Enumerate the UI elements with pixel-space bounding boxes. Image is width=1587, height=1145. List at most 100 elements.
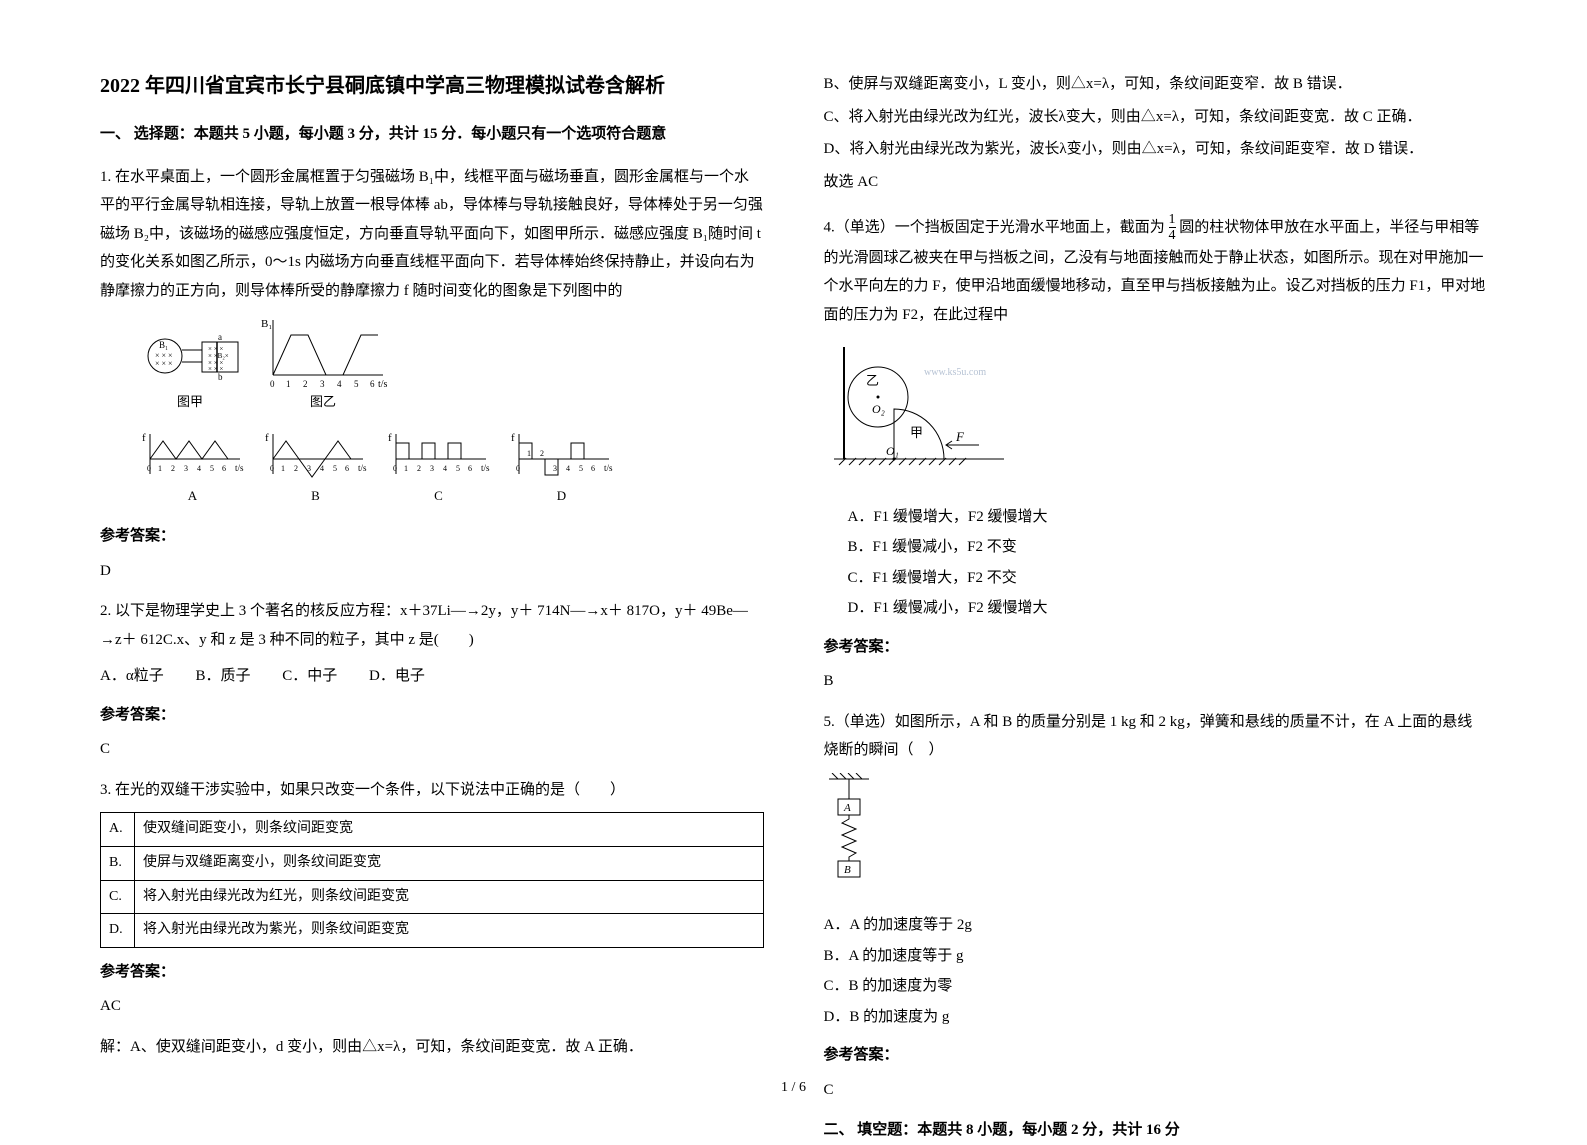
option-label: C	[434, 484, 443, 509]
answer-label: 参考答案：	[824, 1041, 1488, 1070]
q5-options: A．A 的加速度等于 2g B．A 的加速度等于 g C．B 的加速度为零 D．…	[824, 911, 1488, 1031]
q4-text: 4.（单选）一个挡板固定于光滑水平地面上，截面为 14 圆的柱状物体甲放在水平面…	[824, 212, 1488, 329]
svg-text:0: 0	[270, 464, 274, 473]
q5-text: 5.（单选）如图所示，A 和 B 的质量分别是 1 kg 和 2 kg，弹簧和悬…	[824, 708, 1488, 765]
q4-opt-c: C．F1 缓慢增大，F2 不交	[848, 564, 1488, 593]
q4-text-1: 4.（单选）一个挡板固定于光滑水平地面上，截面为	[824, 219, 1169, 235]
cell: A.	[101, 813, 135, 847]
spring-blocks-icon: A B	[824, 773, 884, 893]
cell: B.	[101, 846, 135, 880]
svg-text:1: 1	[281, 464, 285, 473]
svg-text:f: f	[511, 432, 515, 444]
svg-text:3: 3	[307, 464, 311, 473]
q1-fig-yi: B₁ t/s 0 1 2 3 4 5 6 图乙	[258, 315, 388, 415]
q1-opt-b: f t/s 0 123456 B	[263, 429, 368, 509]
svg-text:5: 5	[456, 464, 460, 473]
svg-text:3: 3	[430, 464, 434, 473]
q4-figure: 乙 O₂ 甲 O₁ F www.ks5u.com	[824, 337, 1488, 493]
svg-text:B: B	[844, 864, 851, 876]
q1-options-row: f t/s 0 123456 A f t/s 0 123456 B	[140, 429, 764, 509]
frac-bot: 4	[1169, 228, 1176, 243]
fig-caption: 图乙	[310, 390, 336, 415]
svg-text:5: 5	[354, 379, 359, 389]
svg-text:www.ks5u.com: www.ks5u.com	[924, 367, 986, 378]
question-3: 3. 在光的双缝干涉实验中，如果只改变一个条件，以下说法中正确的是（ ） A.使…	[100, 776, 764, 1061]
svg-text:t/s: t/s	[235, 463, 244, 473]
svg-text:甲: 甲	[910, 425, 923, 440]
svg-text:6: 6	[370, 379, 375, 389]
right-column: B、使屏与双缝距离变小，L 变小，则△x=λ，可知，条纹间距变窄．故 B 错误．…	[824, 70, 1488, 1082]
svg-text:A: A	[843, 802, 851, 814]
q3-explain-d: D、将入射光由绿光改为紫光，波长λ变小，则由△x=λ，可知，条纹间距变窄．故 D…	[824, 135, 1488, 164]
svg-text:× × ×: × × ×	[155, 359, 173, 368]
svg-text:3: 3	[184, 464, 188, 473]
q5-figure: A B	[824, 773, 1488, 904]
q4-opt-a: A．F1 缓慢增大，F2 缓慢增大	[848, 503, 1488, 532]
section-1-heading: 一、 选择题：本题共 5 小题，每小题 3 分，共计 15 分．每小题只有一个选…	[100, 120, 764, 149]
svg-text:0: 0	[270, 379, 275, 389]
question-4: 4.（单选）一个挡板固定于光滑水平地面上，截面为 14 圆的柱状物体甲放在水平面…	[824, 212, 1488, 696]
svg-text:F: F	[955, 429, 965, 444]
q5-opt-d: D．B 的加速度为 g	[824, 1003, 1488, 1032]
q1-opt-d: f t/s 0 123456 D	[509, 429, 614, 509]
q4-answer: B	[824, 667, 1488, 696]
svg-text:f: f	[265, 432, 269, 444]
answer-label: 参考答案：	[100, 701, 764, 730]
option-label: D	[557, 484, 566, 509]
svg-text:B₁: B₁	[261, 318, 272, 330]
fig-caption: 图甲	[177, 390, 203, 415]
q2-opt-c: C．中子	[282, 668, 337, 684]
svg-text:3: 3	[320, 379, 325, 389]
q3-explain-a: 解：A、使双缝间距变小，d 变小，则由△x=λ，可知，条纹间距变宽．故 A 正确…	[100, 1033, 764, 1062]
frac-top: 1	[1169, 212, 1176, 228]
svg-text:2: 2	[540, 449, 544, 458]
question-1: 1. 在水平桌面上，一个圆形金属框置于匀强磁场 B₁中，线框平面与磁场垂直，圆形…	[100, 163, 764, 586]
answer-label: 参考答案：	[100, 522, 764, 551]
question-5: 5.（单选）如图所示，A 和 B 的质量分别是 1 kg 和 2 kg，弹簧和悬…	[824, 708, 1488, 1105]
table-row: B.使屏与双缝距离变小，则条纹间距变宽	[101, 846, 764, 880]
svg-text:4: 4	[320, 464, 324, 473]
svg-text:a: a	[218, 332, 222, 342]
svg-text:b: b	[218, 372, 223, 382]
q5-answer: C	[824, 1076, 1488, 1105]
svg-text:B₁: B₁	[159, 340, 168, 350]
q4-opt-b: B．F1 缓慢减小，F2 不变	[848, 533, 1488, 562]
svg-text:6: 6	[345, 464, 349, 473]
b1-time-graph-icon: B₁ t/s 0 1 2 3 4 5 6	[258, 315, 388, 390]
svg-text:1: 1	[158, 464, 162, 473]
svg-text:× × ×: × × ×	[208, 365, 223, 373]
table-row: C.将入射光由绿光改为红光，则条纹间距变宽	[101, 880, 764, 914]
svg-text:t/s: t/s	[378, 379, 388, 390]
q3-explain-b: B、使屏与双缝距离变小，L 变小，则△x=λ，可知，条纹间距变窄．故 B 错误．	[824, 70, 1488, 99]
table-row: A.使双缝间距变小，则条纹间距变宽	[101, 813, 764, 847]
question-2: 2. 以下是物理学史上 3 个著名的核反应方程：x＋37Li—→2y，y＋ 71…	[100, 597, 764, 764]
svg-text:O₁: O₁	[886, 444, 899, 458]
svg-text:0: 0	[393, 464, 397, 473]
svg-text:4: 4	[337, 379, 342, 389]
table-row: D.将入射光由绿光改为紫光，则条纹间距变宽	[101, 914, 764, 948]
svg-text:4: 4	[197, 464, 201, 473]
q1-figure-row-1: B₁ × × × × × × a b × × × × ×B₂× × × × × …	[140, 315, 764, 415]
left-column: 2022 年四川省宜宾市长宁县硐底镇中学高三物理模拟试卷含解析 一、 选择题：本…	[100, 70, 764, 1082]
svg-text:2: 2	[417, 464, 421, 473]
option-label: B	[311, 484, 320, 509]
svg-text:1: 1	[527, 449, 531, 458]
q2-text: 2. 以下是物理学史上 3 个著名的核反应方程：x＋37Li—→2y，y＋ 71…	[100, 597, 764, 654]
svg-text:1: 1	[404, 464, 408, 473]
cell: 将入射光由绿光改为紫光，则条纹间距变宽	[135, 914, 764, 948]
option-label: A	[188, 484, 197, 509]
svg-text:0: 0	[516, 464, 520, 473]
svg-text:2: 2	[303, 379, 308, 389]
graph-c-icon: f t/s 0 123456	[386, 429, 491, 484]
answer-label: 参考答案：	[824, 633, 1488, 662]
svg-text:2: 2	[294, 464, 298, 473]
q5-opt-c: C．B 的加速度为零	[824, 972, 1488, 1001]
q1-text: 1. 在水平桌面上，一个圆形金属框置于匀强磁场 B₁中，线框平面与磁场垂直，圆形…	[100, 163, 764, 306]
cell: 使双缝间距变小，则条纹间距变宽	[135, 813, 764, 847]
q3-text: 3. 在光的双缝干涉实验中，如果只改变一个条件，以下说法中正确的是（ ）	[100, 776, 764, 805]
svg-text:5: 5	[210, 464, 214, 473]
graph-a-icon: f t/s 0 123456	[140, 429, 245, 484]
svg-text:4: 4	[443, 464, 447, 473]
svg-text:6: 6	[222, 464, 226, 473]
svg-text:O₂: O₂	[872, 402, 885, 416]
